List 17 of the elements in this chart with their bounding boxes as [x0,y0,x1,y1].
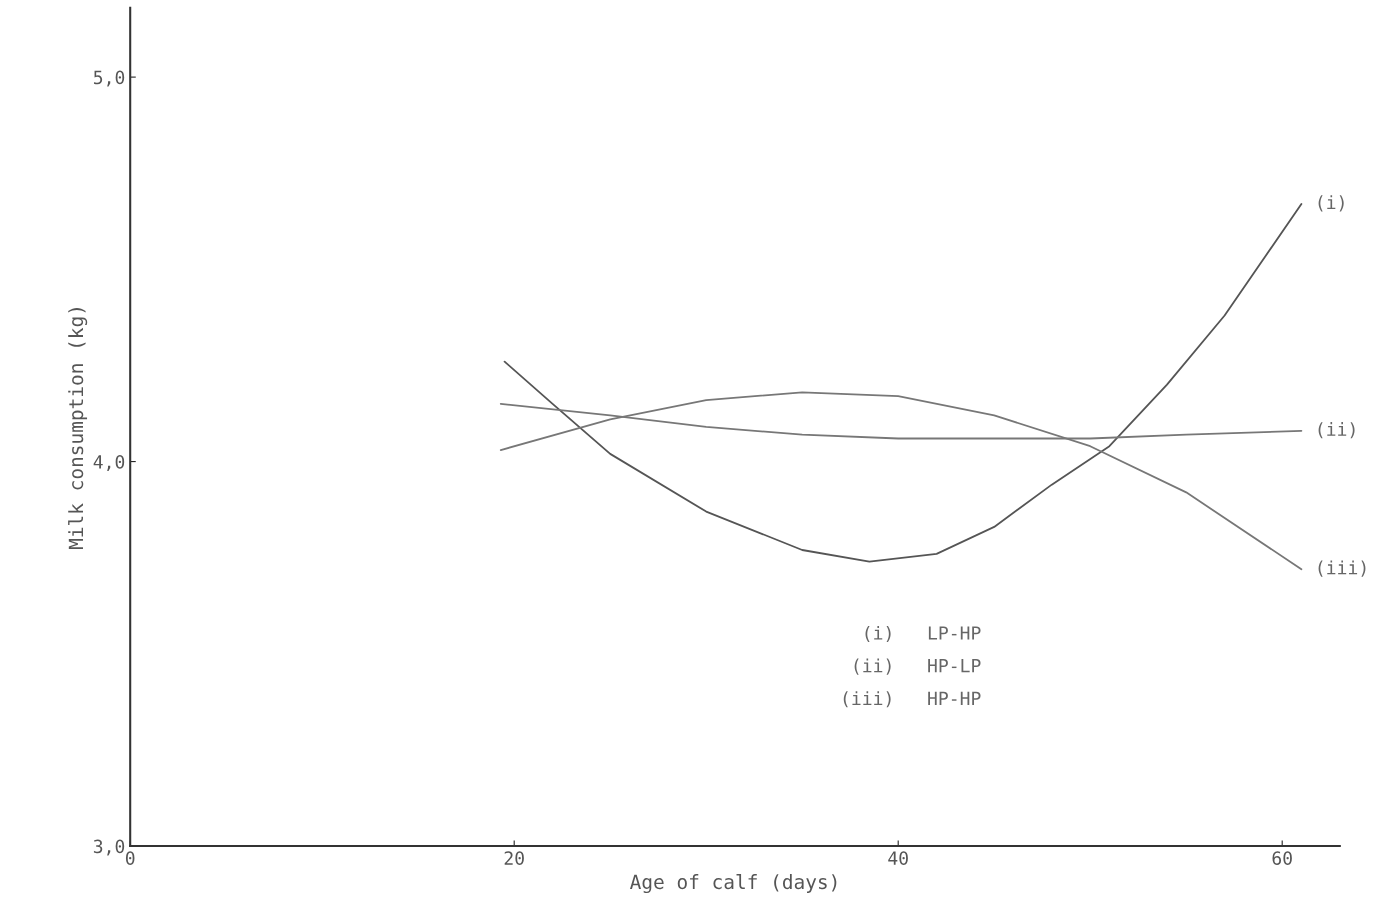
text: (ii) HP-LP [854,658,981,675]
y-tick-label: 3,0 [93,839,125,856]
y-tick-label: 4,0 [93,455,125,472]
text: (iii) HP-HP [843,691,981,708]
x-tick-label: 20 [504,851,524,865]
line-series [503,203,1303,563]
series-label: (i) [1318,195,1344,212]
x-tick-label: 40 [888,851,908,865]
x-tick-label: 0 [125,851,135,865]
x-axis-title: Age of calf (days) [630,874,837,894]
y-tick-label: 5,0 [93,70,125,87]
line-series [499,391,1303,571]
x-tick-label: 60 [1272,851,1292,865]
series-label: (iii) [1318,560,1366,577]
series-label: (ii) [1318,422,1355,439]
y-axis-title: Milk consumption (kg) [68,308,88,550]
text: (i) LP-HP [865,625,981,642]
